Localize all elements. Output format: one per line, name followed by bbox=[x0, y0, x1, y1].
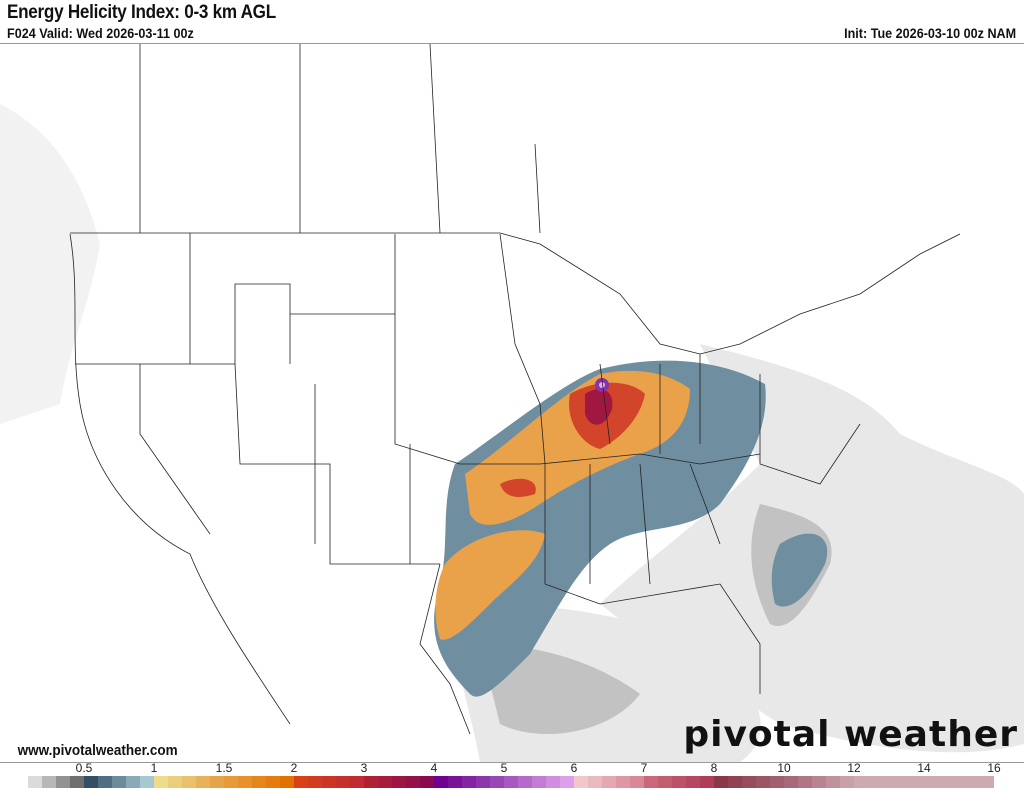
colorbar-swatch bbox=[350, 776, 364, 788]
colorbar-label: 7 bbox=[640, 761, 648, 775]
colorbar-label: 0.5 bbox=[75, 761, 93, 775]
colorbar-swatch bbox=[126, 776, 140, 788]
colorbar-swatch bbox=[462, 776, 476, 788]
colorbar-swatch bbox=[546, 776, 560, 788]
colorbar-swatch bbox=[924, 776, 938, 788]
colorbar-swatch bbox=[336, 776, 350, 788]
colorbar-label: 6 bbox=[570, 761, 578, 775]
colorbar-swatch bbox=[154, 776, 168, 788]
colorbar-swatch bbox=[840, 776, 854, 788]
colorbar-swatch bbox=[868, 776, 882, 788]
colorbar-swatch bbox=[630, 776, 644, 788]
colorbar-swatch bbox=[826, 776, 840, 788]
colorbar-swatch bbox=[896, 776, 910, 788]
map-title: Energy Helicity Index: 0-3 km AGL bbox=[7, 2, 276, 23]
colorbar-swatch bbox=[966, 776, 980, 788]
colorbar-label: 1 bbox=[150, 761, 158, 775]
colorbar-swatch bbox=[168, 776, 182, 788]
colorbar-swatch bbox=[112, 776, 126, 788]
colorbar-label: 4 bbox=[430, 761, 438, 775]
colorbar-swatch bbox=[42, 776, 56, 788]
colorbar-swatch bbox=[518, 776, 532, 788]
init-time: Init: Tue 2026-03-10 00z NAM bbox=[843, 25, 1016, 41]
colorbar-label: 2 bbox=[290, 761, 298, 775]
colorbar-swatch bbox=[210, 776, 224, 788]
colorbar-swatch bbox=[14, 776, 28, 788]
colorbar-swatch bbox=[238, 776, 252, 788]
colorbar-label: 3 bbox=[360, 761, 368, 775]
colorbar-swatch bbox=[532, 776, 546, 788]
colorbar-swatch bbox=[588, 776, 602, 788]
colorbar-swatch bbox=[784, 776, 798, 788]
colorbar-swatch bbox=[770, 776, 784, 788]
colorbar-swatch bbox=[700, 776, 714, 788]
colorbar-swatch bbox=[252, 776, 266, 788]
colorbar-swatch bbox=[742, 776, 756, 788]
colorbar-swatch bbox=[182, 776, 196, 788]
colorbar-swatch bbox=[140, 776, 154, 788]
colorbar-swatch bbox=[56, 776, 70, 788]
colorbar-swatch bbox=[224, 776, 238, 788]
colorbar-swatch bbox=[98, 776, 112, 788]
colorbar-swatch bbox=[378, 776, 392, 788]
borders bbox=[69, 44, 961, 735]
colorbar-swatch bbox=[476, 776, 490, 788]
colorbar-swatch bbox=[756, 776, 770, 788]
colorbar-swatch bbox=[714, 776, 728, 788]
colorbar-swatch bbox=[686, 776, 700, 788]
colorbar-swatch bbox=[616, 776, 630, 788]
colorbar-swatch bbox=[70, 776, 84, 788]
colorbar-swatch bbox=[280, 776, 294, 788]
colorbar-swatch bbox=[938, 776, 952, 788]
colorbar-swatch bbox=[644, 776, 658, 788]
colorbar-label: 10 bbox=[777, 761, 791, 775]
website-link[interactable]: www.pivotalweather.com bbox=[14, 742, 182, 759]
colorbar-label: 16 bbox=[987, 761, 1001, 775]
colorbar-swatch bbox=[910, 776, 924, 788]
colorbar-label: 12 bbox=[847, 761, 861, 775]
colorbar-swatch bbox=[728, 776, 742, 788]
colorbar bbox=[14, 776, 994, 788]
colorbar-swatch bbox=[672, 776, 686, 788]
colorbar-swatch bbox=[560, 776, 574, 788]
colorbar-swatch bbox=[602, 776, 616, 788]
colorbar-swatch bbox=[322, 776, 336, 788]
colorbar-swatch bbox=[504, 776, 518, 788]
colorbar-swatch bbox=[406, 776, 420, 788]
colorbar-swatch bbox=[952, 776, 966, 788]
colorbar-label: 8 bbox=[710, 761, 718, 775]
colorbar-swatch bbox=[574, 776, 588, 788]
brand-logo: pivotal weather bbox=[683, 714, 1018, 755]
colorbar-label: 1.5 bbox=[215, 761, 233, 775]
colorbar-swatch bbox=[658, 776, 672, 788]
colorbar-label: 5 bbox=[500, 761, 508, 775]
colorbar-swatch bbox=[308, 776, 322, 788]
colorbar-swatch bbox=[490, 776, 504, 788]
colorbar-swatch bbox=[448, 776, 462, 788]
colorbar-labels: 0.5 1 1.5 2 3 4 5 6 7 8 10 12 14 16 bbox=[0, 761, 1024, 775]
colorbar-swatch bbox=[798, 776, 812, 788]
colorbar-swatch bbox=[420, 776, 434, 788]
colorbar-swatch bbox=[854, 776, 868, 788]
colorbar-swatch bbox=[196, 776, 210, 788]
valid-time: F024 Valid: Wed 2026-03-11 00z bbox=[7, 25, 194, 41]
colorbar-swatch bbox=[266, 776, 280, 788]
ehi-crimson bbox=[585, 389, 613, 425]
colorbar-swatch bbox=[392, 776, 406, 788]
colorbar-swatch bbox=[882, 776, 896, 788]
colorbar-label: 14 bbox=[917, 761, 931, 775]
weather-map bbox=[0, 43, 1024, 763]
colorbar-swatch bbox=[28, 776, 42, 788]
colorbar-swatch bbox=[434, 776, 448, 788]
colorbar-swatch bbox=[84, 776, 98, 788]
colorbar-swatch bbox=[980, 776, 994, 788]
colorbar-swatch bbox=[364, 776, 378, 788]
colorbar-swatch bbox=[812, 776, 826, 788]
colorbar-swatch bbox=[294, 776, 308, 788]
